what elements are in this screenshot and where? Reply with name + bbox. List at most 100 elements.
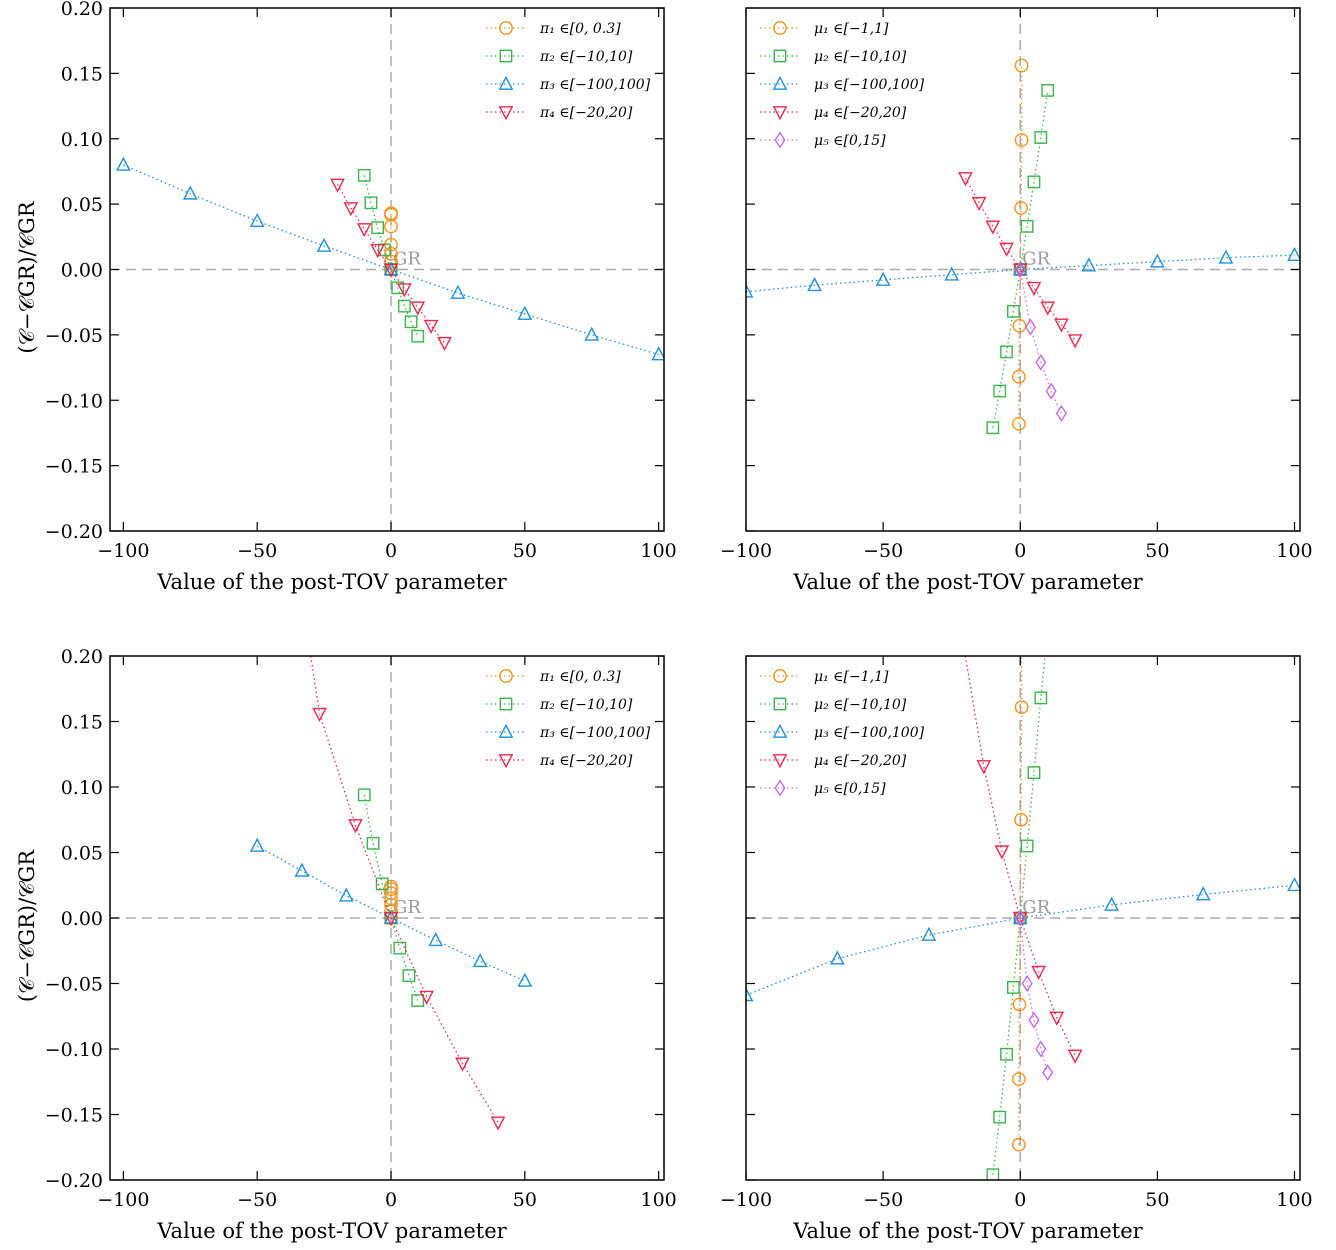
data-point-mu5 [1028,1011,1040,1029]
y-tick-label: 0.00 [61,908,103,930]
data-point-pi2 [371,221,385,235]
data-point-mu2 [1007,304,1020,318]
data-point-mu1 [1014,700,1029,714]
legend-label-pi2: π₂ ∈[−10,10] [539,697,633,713]
data-point-pi3 [584,326,600,341]
data-point-mu3 [1150,253,1165,268]
series-line-mu5 [1019,269,1062,414]
legend-label-mu5: μ₅ ∈[0,15] [814,781,886,797]
data-point-mu2 [1007,981,1020,994]
data-point-mu3 [921,926,937,941]
data-point-pi2 [397,299,411,313]
legend-marker-pi4 [498,106,514,121]
data-point-pi3 [517,972,533,987]
legend-label-mu2: μ₂ ∈[−10,10] [814,697,907,713]
legend-marker-mu1 [773,21,787,35]
y-tick-label: 0.20 [61,646,103,668]
data-point-mu2 [1027,175,1041,189]
data-point-pi4 [419,990,434,1005]
x-tick-label: −100 [97,540,149,562]
series-line-mu4 [964,656,1076,1056]
x-axis-label: Value of the post-TOV parameter [156,570,507,594]
data-point-mu1 [1014,201,1028,215]
data-point-mu5 [1035,1040,1047,1058]
data-point-pi4 [397,283,412,298]
plot-area [746,656,1300,1180]
data-point-pi4 [343,202,359,217]
legend-label-pi1: π₁ ∈[0, 0.3] [539,21,621,37]
x-tick-label: 0 [385,1189,397,1211]
data-point-pi4 [490,1116,506,1131]
data-point-mu4 [1067,1049,1083,1064]
data-point-mu2 [1034,691,1048,705]
data-point-pi1 [384,206,398,221]
data-point-mu3 [746,283,754,298]
plot-area [249,656,533,1131]
data-point-mu1 [1011,1137,1026,1152]
y-axis-label: (𝒞−𝒞GR)/𝒞GR [15,200,39,353]
legend-marker-mu3 [772,723,788,738]
legend-marker-mu5 [774,779,786,797]
plot-area [746,58,1300,435]
data-point-mu3 [875,271,891,286]
legend-marker-mu2 [773,49,787,63]
x-tick-label: 50 [1145,1189,1169,1211]
gr-annotation: GR [393,897,421,918]
x-tick-label: 50 [1145,540,1169,562]
x-tick-label: 0 [1014,540,1026,562]
x-tick-label: 100 [1276,1189,1312,1211]
x-axis-label: Value of the post-TOV parameter [156,1219,507,1243]
legend-marker-mu1 [773,669,787,683]
x-axis-label: Value of the post-TOV parameter [792,1219,1143,1243]
series-line-mu2 [992,90,1049,428]
data-point-mu2 [986,1168,1000,1180]
legend-marker-pi4 [498,754,514,769]
data-point-pi4 [437,336,452,351]
x-tick-label: 50 [513,540,537,562]
data-point-mu3 [1218,249,1234,264]
data-point-pi4 [410,301,426,316]
legend-label-mu4: μ₄ ∈[−20,20] [814,105,907,121]
y-tick-label: 0.05 [61,843,103,865]
y-tick-label: 0.05 [61,194,103,216]
data-point-mu1 [1014,812,1028,827]
data-point-mu4 [1040,301,1056,316]
y-tick-label: −0.15 [45,1105,103,1127]
legend-label-mu4: μ₄ ∈[−20,20] [814,753,907,769]
x-tick-label: 0 [385,540,397,562]
legend-label-mu1: μ₁ ∈[−1,1] [814,21,889,37]
data-point-pi2 [411,329,425,343]
x-tick-label: −50 [237,540,277,562]
legend: π₁ ∈[0, 0.3] π₂ ∈[−10,10] π₃ ∈[−100,100] π₄… [486,21,651,121]
y-axis-label: (𝒞−𝒞GR)/𝒞GR [15,849,39,1002]
data-point-mu2 [986,421,1000,435]
data-point-mu1 [1014,133,1029,147]
data-point-mu1 [1012,318,1027,333]
legend-label-mu5: μ₅ ∈[0,15] [814,133,886,149]
legend-marker-mu4 [772,106,788,121]
data-point-mu4 [958,172,973,187]
data-point-pi4 [383,912,399,927]
data-point-mu4 [1054,318,1069,333]
data-point-mu3 [807,276,822,292]
legend: π₁ ∈[0, 0.3] π₂ ∈[−10,10] π₃ ∈[−100,100] π₄… [486,669,651,769]
data-point-mu5 [1025,318,1037,336]
data-point-pi1 [384,246,398,261]
data-point-pi3 [116,156,131,171]
data-point-mu4 [1012,912,1028,927]
y-tick-label: −0.05 [45,325,103,347]
data-point-pi4 [370,243,385,259]
data-point-mu5 [1055,404,1067,422]
data-point-mu2 [993,384,1007,398]
data-point-mu4 [985,220,1001,235]
data-point-mu1 [1011,369,1026,384]
y-tick-label: 0.15 [61,63,103,85]
data-point-mu2 [1027,766,1041,779]
data-point-mu2 [1020,219,1034,233]
data-point-pi4 [356,223,372,238]
y-tick-label: 0.00 [61,260,103,282]
data-point-pi1 [384,879,398,894]
legend-label-mu2: μ₂ ∈[−10,10] [814,49,907,65]
legend: μ₁ ∈[−1,1] μ₂ ∈[−10,10] μ₃ ∈[−100,100] μ₄ ∈… [760,669,925,797]
legend-marker-mu3 [772,75,788,90]
